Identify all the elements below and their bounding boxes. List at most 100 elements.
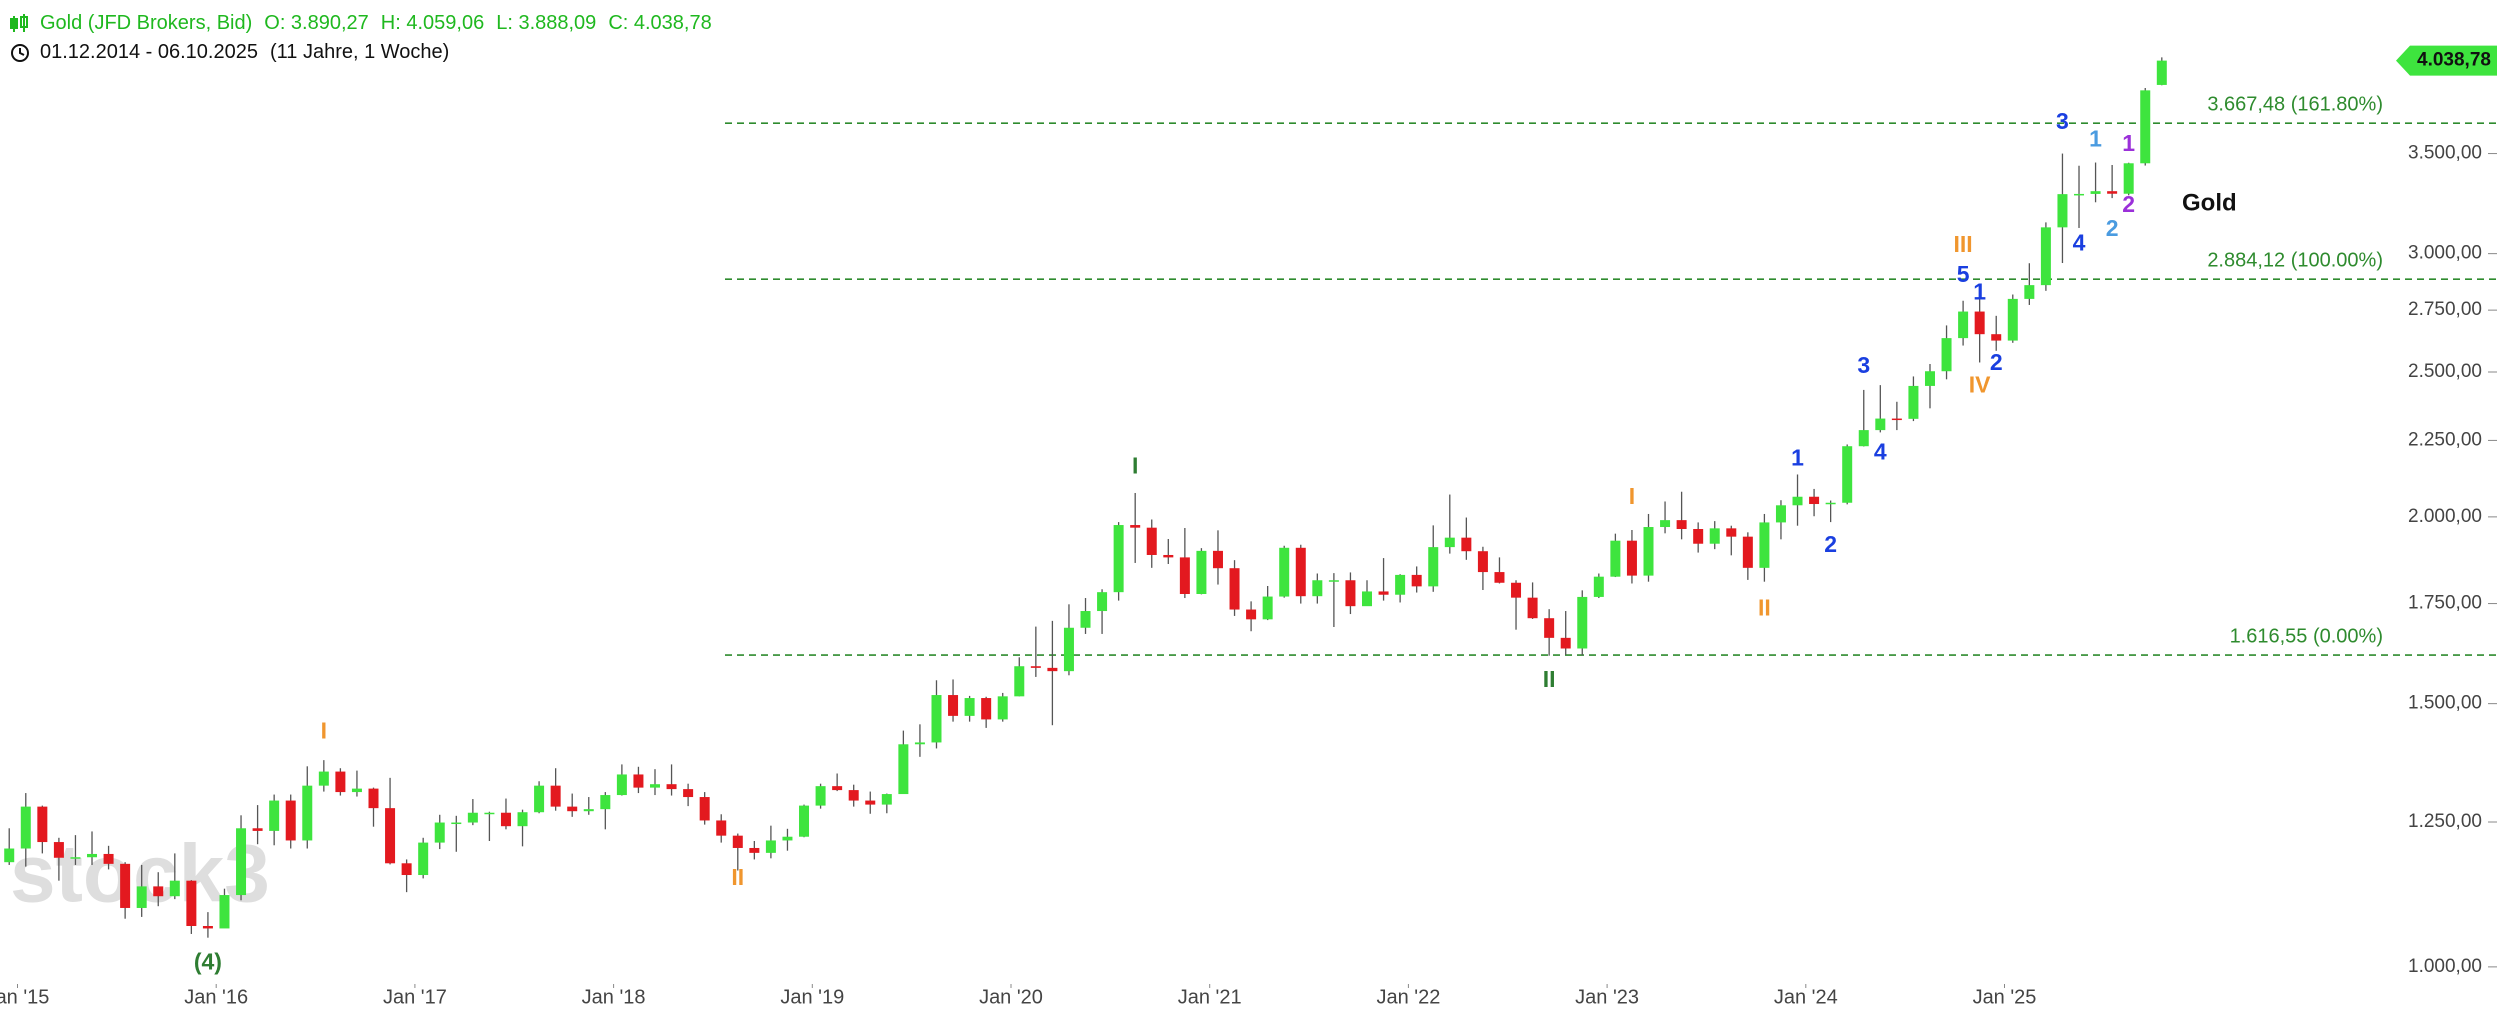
candle-body [881, 794, 892, 805]
candle-body [1395, 574, 1406, 595]
candle-body [1958, 311, 1969, 339]
ohlc-value: C: 4.038,78 [608, 12, 711, 34]
candle-body [1991, 334, 2002, 341]
candle-body [1759, 522, 1770, 568]
candle-body [2024, 285, 2035, 299]
candle-body [1593, 576, 1604, 597]
level-label: 1.616,55 (0.00%) [2230, 625, 2383, 647]
candle-body [2090, 191, 2101, 194]
candle-body [219, 895, 230, 929]
level-label: 2.884,12 (100.00%) [2207, 249, 2383, 271]
candle-body [1246, 609, 1257, 620]
candle-body [1974, 311, 1985, 335]
candle-body [70, 857, 81, 859]
candle-body [269, 800, 280, 831]
candle-body [716, 820, 727, 836]
candle-body [1742, 536, 1753, 568]
candle-body [318, 771, 329, 786]
candle-body [2140, 90, 2151, 164]
wave-label: 2 [1824, 531, 1837, 557]
y-tick-label: 1.750,00 [2408, 593, 2482, 614]
wave-label: 1 [2122, 130, 2135, 156]
candle-body [153, 886, 164, 897]
candle-body [186, 880, 197, 926]
candle-body [832, 786, 843, 791]
price-tag [2396, 45, 2497, 76]
candle-body [1676, 520, 1687, 530]
candle-body [2007, 298, 2018, 341]
clock-icon [11, 44, 29, 62]
candle-body [1875, 418, 1886, 431]
candle-body [1726, 528, 1737, 537]
candle-body [1345, 580, 1356, 607]
wave-label: I [321, 717, 327, 743]
candle-body [616, 774, 627, 796]
candle-body [2074, 193, 2085, 196]
candle-body [1709, 528, 1720, 544]
candle-body [666, 784, 677, 790]
candle-body [550, 785, 561, 807]
wave-label: 1 [2089, 125, 2102, 151]
candle-body [683, 789, 694, 798]
candle-body [964, 698, 975, 716]
candle-body [1477, 551, 1488, 573]
wave-label: 4 [2073, 229, 2086, 255]
ohlc-value: L: 3.888,09 [496, 12, 596, 34]
candle-body [1097, 592, 1108, 612]
candle-body [1428, 547, 1439, 587]
wave-label: 2 [2122, 191, 2135, 217]
range: 01.12.2014 - 06.10.2025 (11 Jahre, 1 Woch… [40, 41, 449, 63]
candle-body [1511, 582, 1522, 598]
candle-body [699, 797, 710, 821]
candle-body [136, 886, 147, 908]
candle-body [87, 853, 98, 858]
candle-body [1610, 540, 1621, 577]
candle-body [236, 828, 247, 896]
candle-body [1461, 537, 1472, 552]
candle-body [285, 800, 296, 841]
price-tag-label: 4.038,78 [2417, 50, 2491, 71]
wave-label: III [1954, 231, 1973, 257]
candle-body [1212, 550, 1223, 569]
candle-body [948, 695, 959, 716]
candle-body [914, 742, 925, 745]
candle-body [385, 808, 396, 864]
date-range: 01.12.2014 - 06.10.2025 [40, 41, 258, 63]
candle-body [451, 822, 462, 825]
x-tick-label: Jan '21 [1178, 986, 1242, 1008]
x-tick-label: Jan '15 [0, 986, 49, 1008]
candle-body [1660, 520, 1671, 528]
candle-body [1858, 430, 1869, 447]
candle-body [583, 809, 594, 812]
candle-body [1908, 385, 1919, 419]
x-tick-label: Jan '25 [1973, 986, 2037, 1008]
candle-body [1163, 554, 1174, 558]
wave-label: 2 [1990, 349, 2003, 375]
candle-body [1312, 580, 1323, 597]
level-label: 3.667,48 (161.80%) [2207, 94, 2383, 116]
series-label: Gold [2182, 189, 2237, 216]
candle-body [1179, 557, 1190, 594]
candle-body [1775, 505, 1786, 523]
candle-body [1693, 529, 1704, 544]
candle-body [467, 812, 478, 823]
candle-body [120, 863, 131, 908]
candle-body [401, 863, 412, 876]
candle-body [1030, 666, 1041, 668]
candle-body [20, 806, 31, 849]
y-tick-label: 2.500,00 [2408, 361, 2482, 382]
wave-label: 1 [1973, 279, 1986, 305]
candle-body [898, 744, 909, 795]
candle-body [368, 788, 379, 809]
header-icon [10, 14, 28, 32]
wave-label: 4 [1874, 438, 1887, 464]
candle-body [649, 784, 660, 788]
candle-body [1378, 591, 1389, 595]
candle-body [418, 842, 429, 876]
wave-label: 3 [1857, 352, 1870, 378]
candle-body [2057, 194, 2068, 228]
candle-body [1130, 525, 1141, 528]
y-tick-label: 1.250,00 [2408, 811, 2482, 832]
ohlc-value: O: 3.890,27 [264, 12, 369, 34]
candle-body [931, 695, 942, 743]
